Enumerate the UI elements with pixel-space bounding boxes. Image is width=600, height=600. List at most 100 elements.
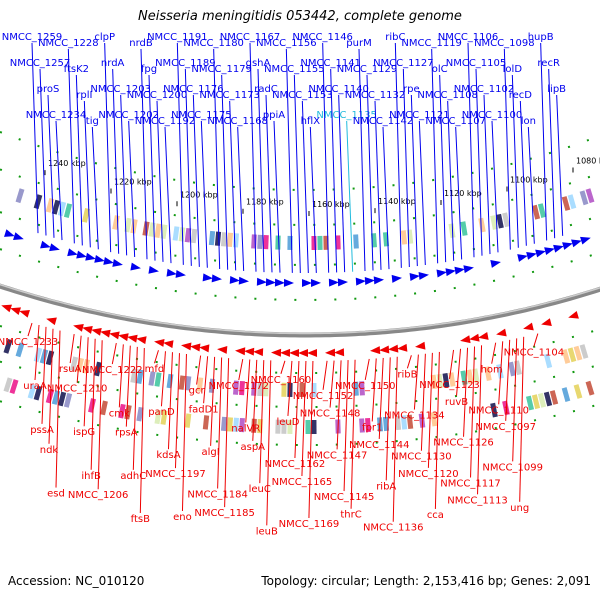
forward-gene-arrow [13, 232, 24, 240]
forward-leader-line [273, 120, 281, 273]
inner-feature-block [490, 402, 498, 418]
reverse-gene-arrow [19, 310, 30, 318]
forward-gene-label: nrdB [129, 38, 153, 49]
forward-leader-line [483, 94, 491, 255]
inner-feature-block [3, 377, 13, 393]
forward-leader-line [402, 68, 410, 268]
reverse-gene-label: adhC [120, 471, 146, 482]
forward-gene-arrow [85, 252, 96, 261]
reverse-gene-label: rpsA [115, 428, 138, 439]
inner-feature-block [299, 382, 305, 398]
reverse-gene-arrow [298, 349, 309, 358]
outer-feature-block [496, 213, 504, 229]
reverse-gene-label: esd [47, 489, 65, 500]
reverse-leader-line [456, 348, 462, 396]
inner-feature-block [45, 388, 55, 404]
outer-feature-block [33, 194, 43, 210]
reverse-gene-label: fpr1 [362, 422, 382, 433]
reverse-gene-label: aspA [241, 442, 266, 453]
forward-leader-line [475, 68, 483, 256]
outer-feature-block [178, 227, 186, 242]
outer-feature-block [214, 231, 222, 246]
reverse-gene-arrow [280, 348, 291, 357]
reverse-gene-label: ihfB [81, 471, 101, 482]
reverse-gene-arrow [397, 343, 408, 352]
inner-feature-block [100, 400, 108, 416]
reverse-gene-label: pssA [30, 425, 54, 436]
forward-leader-line [192, 94, 200, 267]
reverse-leader-line [301, 360, 307, 477]
reverse-leader-line [491, 342, 497, 364]
outer-feature-block [478, 217, 486, 233]
forward-gene-arrow [544, 247, 555, 256]
reverse-gene-arrow [460, 335, 471, 344]
forward-leader-line [431, 48, 439, 264]
forward-gene-arrow [238, 276, 249, 285]
reverse-gene-label: NMCC_1145 [314, 492, 375, 503]
reverse-gene-label: ribB [397, 369, 417, 380]
reverse-leader-line [406, 355, 412, 369]
forward-leader-line [140, 48, 148, 260]
forward-gene-label: NMCC_1200 [127, 90, 188, 101]
forward-leader-line [91, 126, 99, 250]
reverse-gene-label: NMCC_1104 [504, 348, 565, 359]
forward-leader-line [322, 42, 330, 273]
forward-leader-line [156, 100, 164, 262]
tick-label: 1080 kbp [576, 156, 600, 165]
reverse-gene-arrow [100, 329, 111, 338]
forward-leader-line [519, 100, 527, 246]
forward-leader-line [418, 120, 426, 266]
reverse-gene-label: ndk [40, 445, 59, 456]
reverse-leader-line [203, 356, 209, 404]
forward-gene-arrow [274, 278, 285, 287]
reverse-leader-line [69, 333, 75, 364]
inner-feature-block [202, 415, 210, 430]
forward-gene-arrow [148, 265, 159, 274]
inner-feature-block [118, 403, 126, 419]
reverse-leader-line [519, 336, 525, 502]
reverse-leader-line [41, 326, 47, 424]
reverse-leader-line [329, 360, 335, 408]
outer-feature-block [57, 201, 67, 217]
forward-gene-label: NMCC_1257 [10, 58, 71, 69]
forward-strand-labels: NMCC_1259 NMCC_1257 proS NMCC_1234 NMCC_1228… [2, 32, 566, 274]
reverse-gene-label: ribA [376, 481, 396, 492]
reverse-gene-arrow [388, 344, 399, 353]
reverse-leader-line [210, 356, 216, 446]
forward-gene-arrow [283, 278, 294, 287]
forward-gene-label: clpP [94, 32, 115, 43]
outer-feature-block [579, 190, 589, 206]
forward-gene-label: NMCC_1107 [425, 116, 486, 127]
outer-feature-block [257, 234, 263, 250]
forward-leader-line [455, 126, 463, 260]
forward-gene-label: NMCC_1146 [292, 32, 353, 43]
outer-feature-block [63, 203, 73, 218]
reverse-leader-line [55, 330, 61, 488]
reverse-gene-arrow [136, 336, 147, 345]
reverse-gene-arrow [379, 345, 390, 354]
reverse-gene-label: NMCC_1123 [419, 380, 480, 391]
backbone-line [0, 283, 600, 338]
forward-gene-label: NMCC_1168 [207, 116, 268, 127]
topology-text: Topology: circular; Length: 2,153,416 bp… [261, 574, 591, 588]
reverse-gene-label: NMCC_1185 [194, 508, 255, 519]
forward-gene-label: recR [537, 58, 560, 69]
outer-feature-block [130, 218, 138, 234]
forward-gene-arrow [436, 269, 447, 278]
inner-feature-block [178, 375, 186, 390]
forward-leader-line [301, 100, 309, 274]
reverse-gene-label: NMCC_1165 [272, 477, 333, 488]
inner-feature-block [57, 391, 67, 407]
reverse-leader-line [294, 360, 300, 459]
outer-feature-block [112, 215, 120, 230]
reverse-gene-label: NMCC_1233 [0, 337, 58, 348]
reverse-gene-arrow [478, 332, 489, 340]
reverse-leader-line [533, 333, 539, 347]
tick-label: 1220 kbp [114, 177, 152, 186]
reverse-gene-label: NMCC_1130 [391, 452, 452, 463]
reverse-gene-arrow [415, 341, 426, 350]
forward-leader-line [491, 120, 499, 253]
reverse-strand-labels: NMCC_1233 uraA pssA ndk esd rsuA NMCC_1210 ispG… [0, 322, 565, 537]
reverse-gene-label: NMCC_1148 [300, 409, 361, 420]
outer-feature-block [353, 234, 359, 249]
